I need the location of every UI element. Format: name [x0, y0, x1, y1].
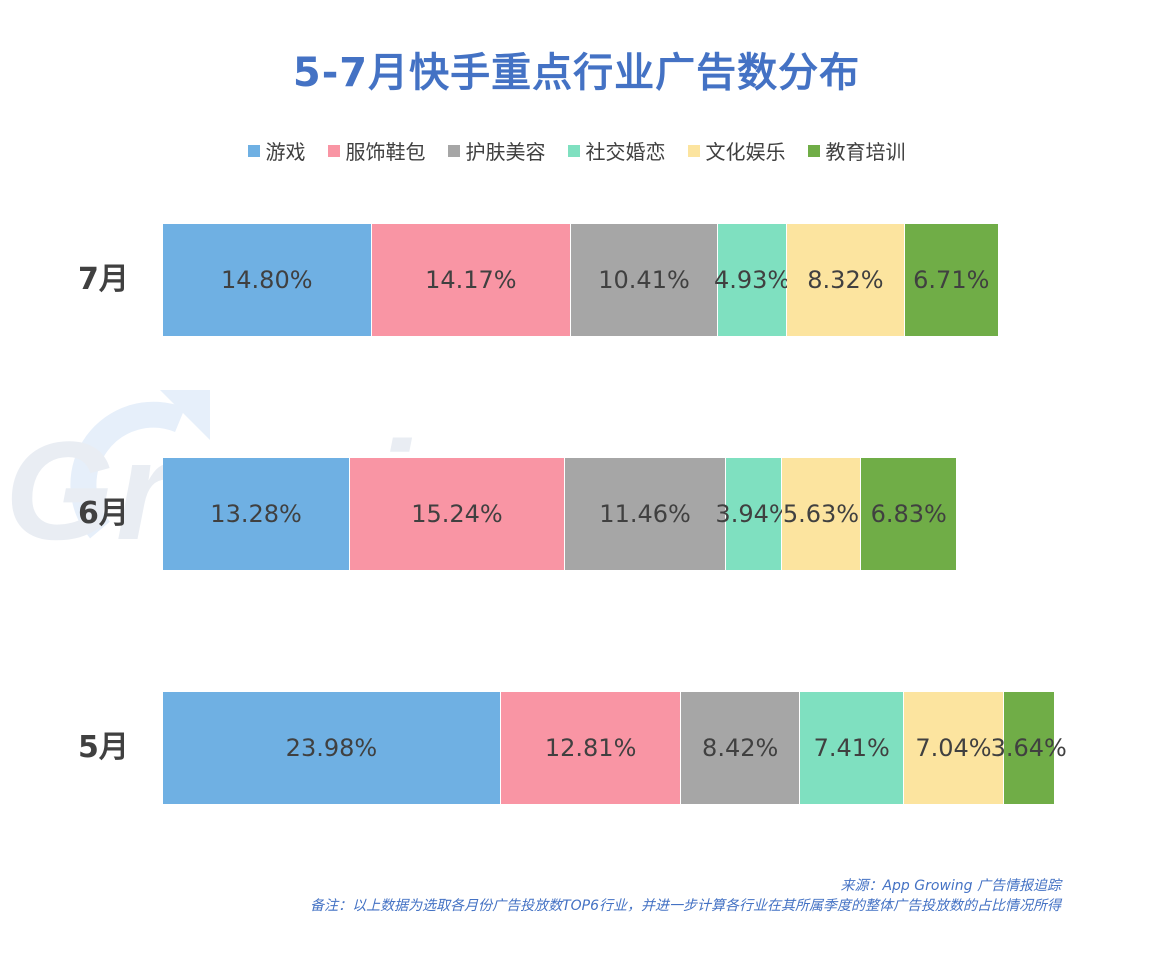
bar-segment: 6.71%	[904, 224, 1000, 336]
remark-note: 备注：以上数据为选取各月份广告投放数TOP6行业，并进一步计算各行业在其所属季度…	[310, 898, 1061, 914]
bar-segment: 5.63%	[781, 458, 862, 570]
bar-segment: 8.32%	[787, 224, 905, 336]
bar-row: 13.28% 15.24% 11.46% 3.94% 5.63% 6.83%	[163, 458, 958, 570]
source-note: 来源：App Growing 广告情报追踪	[840, 878, 1061, 894]
chart-legend: 游戏 服饰鞋包 护肤美容 社交婚恋 文化娱乐 教育培训	[0, 136, 1153, 165]
legend-item: 社交婚恋	[567, 136, 666, 165]
legend-swatch	[247, 144, 260, 157]
bar-segment: 3.94%	[715, 458, 792, 570]
category-label: 7月	[78, 262, 129, 297]
legend-label: 社交婚恋	[585, 140, 666, 164]
bar-segment: 14.80%	[163, 224, 372, 336]
legend-swatch	[687, 144, 700, 157]
legend-swatch	[807, 144, 820, 157]
legend-swatch	[447, 144, 460, 157]
legend-item: 服饰鞋包	[327, 136, 426, 165]
bar-segment: 10.41%	[571, 224, 718, 336]
bar-segment: 14.17%	[371, 224, 572, 336]
legend-item: 护肤美容	[447, 136, 546, 165]
bar-segment: 4.93%	[714, 224, 790, 336]
bar-segment: 3.64%	[991, 692, 1067, 804]
bar-segment: 7.04%	[904, 692, 1004, 804]
bar-row: 23.98% 12.81% 8.42% 7.41% 7.04% 3.64%	[163, 692, 1067, 804]
bar-segment: 6.83%	[861, 458, 958, 570]
bar-segment: 11.46%	[564, 458, 727, 570]
footer: 来源：App Growing 广告情报追踪 备注：以上数据为选取各月份广告投放数…	[310, 876, 1061, 916]
legend-label: 文化娱乐	[705, 140, 786, 164]
legend-label: 教育培训	[825, 140, 906, 164]
bar-segment: 23.98%	[163, 692, 501, 804]
bar-segment: 13.28%	[163, 458, 351, 570]
category-label: 5月	[78, 730, 129, 765]
legend-label: 游戏	[265, 140, 306, 164]
bar-segment: 7.41%	[799, 692, 905, 804]
category-label: 6月	[78, 496, 129, 531]
legend-label: 服饰鞋包	[345, 140, 426, 164]
chart-title: 5-7月快手重点行业广告数分布	[292, 50, 861, 96]
legend-item: 游戏	[247, 136, 306, 165]
bar-segment: 15.24%	[350, 458, 565, 570]
bar-segment: 12.81%	[500, 692, 682, 804]
bar-segment: 8.42%	[681, 692, 800, 804]
legend-label: 护肤美容	[465, 140, 546, 164]
legend-swatch	[327, 144, 340, 157]
legend-item: 教育培训	[807, 136, 906, 165]
bar-row: 14.80% 14.17% 10.41% 4.93% 8.32% 6.71%	[163, 224, 1000, 336]
legend-item: 文化娱乐	[687, 136, 786, 165]
legend-swatch	[567, 144, 580, 157]
